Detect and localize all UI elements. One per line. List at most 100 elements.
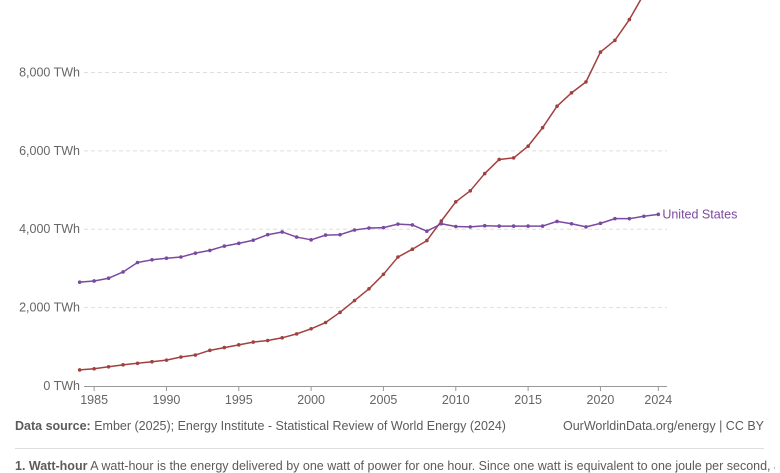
data-point — [121, 363, 125, 367]
data-point — [106, 364, 111, 369]
data-point — [540, 224, 545, 228]
data-point — [425, 238, 429, 243]
data-point — [656, 212, 661, 217]
data-point — [338, 310, 342, 315]
data-point — [150, 359, 154, 364]
series-line — [79, 0, 642, 371]
data-point — [584, 80, 588, 84]
data-point — [381, 272, 386, 277]
data-point — [613, 216, 617, 221]
data-point — [410, 223, 415, 227]
data-point — [584, 225, 588, 229]
data-point — [222, 244, 227, 248]
data-point — [193, 251, 198, 255]
y-tick-label: 4,000 TWh — [19, 222, 80, 236]
data-source-label: Data source: — [15, 419, 91, 433]
data-point — [410, 247, 415, 252]
data-point — [265, 232, 270, 237]
x-tick-label: 2015 — [514, 393, 542, 407]
data-point — [627, 17, 632, 22]
data-point — [309, 326, 313, 331]
data-point — [511, 224, 516, 228]
data-point — [265, 338, 270, 343]
series-label: United States — [662, 207, 737, 221]
series-lines — [77, 0, 661, 372]
data-point — [309, 238, 313, 242]
data-point — [352, 228, 357, 232]
data-point — [135, 260, 140, 265]
data-point — [642, 214, 646, 219]
data-point — [613, 38, 617, 43]
data-point — [121, 270, 125, 274]
x-tick-label: 2024 — [644, 393, 672, 407]
data-source-text: Ember (2025); Energy Institute - Statist… — [94, 419, 506, 433]
data-point — [294, 332, 299, 336]
data-point — [236, 343, 241, 347]
data-point — [468, 189, 473, 193]
data-point — [280, 230, 284, 234]
data-point — [425, 229, 429, 233]
data-point — [396, 222, 400, 226]
credit-link[interactable]: OurWorldinData.org/energy | CC BY — [562, 419, 764, 433]
data-point — [294, 235, 299, 239]
x-tick-label: 1990 — [153, 393, 181, 407]
footnote-label: 1. Watt-hour — [15, 459, 88, 473]
grid-lines — [84, 71, 667, 309]
data-point — [208, 348, 212, 353]
y-tick-label: 8,000 TWh — [19, 65, 80, 79]
x-tick-label: 2000 — [297, 393, 325, 407]
footnote-text: A watt-hour is the energy delivered by o… — [90, 459, 775, 473]
y-tick-label: 0 TWh — [43, 379, 80, 393]
data-point — [323, 320, 328, 325]
data-point — [338, 232, 342, 237]
footnote: 1. Watt-hour A watt-hour is the energy d… — [15, 459, 775, 473]
line-chart: 0 TWh 2,000 TWh 4,000 TWh 6,000 TWh 8,000 TW… — [19, 0, 737, 407]
data-point — [555, 219, 559, 224]
data-point — [439, 219, 444, 223]
data-point — [569, 221, 574, 226]
data-point — [468, 225, 473, 229]
data-point — [453, 199, 458, 204]
data-point — [251, 238, 256, 243]
data-point — [598, 221, 603, 226]
footer-divider — [15, 448, 764, 449]
data-point — [497, 224, 501, 228]
data-point — [439, 221, 444, 226]
data-point — [280, 335, 284, 340]
x-tick-label: 2010 — [442, 393, 470, 407]
data-point — [164, 358, 169, 362]
data-point — [251, 340, 256, 344]
data-point — [598, 50, 603, 54]
data-point — [511, 156, 516, 160]
data-point — [92, 279, 96, 283]
data-point — [222, 345, 227, 350]
data-point — [236, 241, 241, 246]
data-point — [352, 298, 357, 303]
data-point — [150, 258, 154, 262]
data-point — [526, 224, 530, 228]
data-point — [482, 223, 487, 228]
chart-footer: Data source: Ember (2025); Energy Instit… — [15, 419, 764, 433]
data-point — [497, 157, 501, 162]
data-point — [367, 287, 371, 291]
data-point — [323, 233, 328, 237]
y-tick-label: 2,000 TWh — [19, 301, 80, 315]
data-point — [453, 224, 458, 229]
data-point — [193, 353, 198, 357]
data-point — [627, 216, 632, 221]
x-tick-label: 1985 — [80, 393, 108, 407]
data-point — [208, 248, 212, 253]
data-point — [77, 280, 82, 284]
x-axis: 1985 1990 1995 2000 2005 2010 2015 2020 2024 — [80, 386, 672, 407]
data-point — [482, 171, 487, 176]
data-point — [77, 368, 82, 372]
data-point — [555, 104, 559, 108]
x-tick-label: 1995 — [225, 393, 253, 407]
data-source: Data source: Ember (2025); Energy Instit… — [15, 419, 506, 433]
data-point — [569, 91, 574, 95]
data-point — [92, 366, 96, 371]
x-tick-label: 2020 — [587, 393, 615, 407]
y-tick-label: 6,000 TWh — [19, 144, 80, 158]
data-point — [164, 256, 169, 261]
data-point — [179, 255, 183, 259]
